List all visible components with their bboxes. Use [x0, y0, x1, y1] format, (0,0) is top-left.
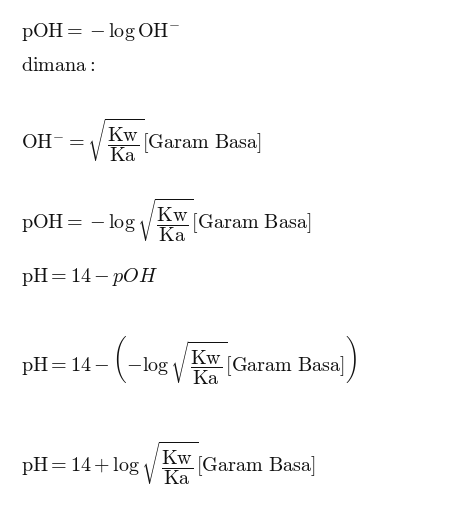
Text: $\mathrm{pH} = 14 + \log\sqrt{\dfrac{\mathrm{Kw}}{\mathrm{Ka}}}[\mathrm{Garam\ B: $\mathrm{pH} = 14 + \log\sqrt{\dfrac{\ma… [21, 438, 316, 487]
Text: $\mathrm{pH} = 14 - \left(-\log\sqrt{\dfrac{\mathrm{Kw}}{\mathrm{Ka}}}[\mathrm{G: $\mathrm{pH} = 14 - \left(-\log\sqrt{\df… [21, 335, 357, 387]
Text: $\mathrm{OH}^{-} = \sqrt{\dfrac{\mathrm{Kw}}{\mathrm{Ka}}}[\mathrm{Garam\ Basa}]: $\mathrm{OH}^{-} = \sqrt{\dfrac{\mathrm{… [21, 116, 262, 164]
Text: $\mathrm{pH} = 14 - \mathit{pOH}$: $\mathrm{pH} = 14 - \mathit{pOH}$ [21, 266, 158, 287]
Text: $\mathrm{pOH} = -\log\mathrm{OH}^{-}$: $\mathrm{pOH} = -\log\mathrm{OH}^{-}$ [21, 21, 181, 43]
Text: $\mathrm{dimana:}$: $\mathrm{dimana:}$ [21, 56, 96, 75]
Text: $\mathrm{pOH} = -\log\sqrt{\dfrac{\mathrm{Kw}}{\mathrm{Ka}}}[\mathrm{Garam\ Basa: $\mathrm{pOH} = -\log\sqrt{\dfrac{\mathr… [21, 196, 311, 244]
